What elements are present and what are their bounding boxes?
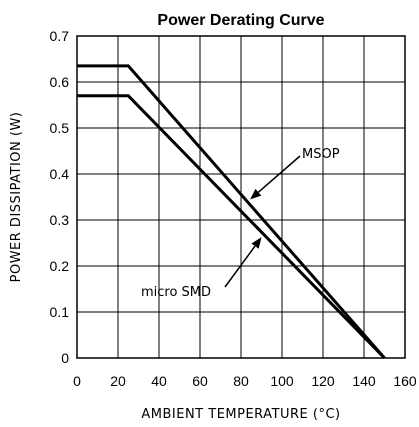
y-tick-label: 0.3: [50, 212, 70, 228]
x-tick-label: 140: [352, 373, 376, 389]
y-tick-label: 0.6: [50, 74, 70, 90]
y-tick-label: 0.1: [50, 304, 70, 320]
msop-arrow: [250, 155, 301, 200]
msop-label: MSOP: [302, 147, 340, 162]
y-tick-label: 0.7: [50, 28, 70, 44]
x-tick-label: 40: [151, 373, 167, 389]
x-tick-label: 80: [233, 373, 249, 389]
micro-smd-arrow: [224, 237, 262, 288]
x-tick-label: 0: [73, 373, 81, 389]
y-tick-labels: 0 0.1 0.2 0.3 0.4 0.5 0.6 0.7: [50, 28, 70, 366]
y-tick-label: 0.5: [50, 120, 70, 136]
x-tick-label: 160: [393, 373, 417, 389]
series-layer: [77, 64, 386, 360]
x-tick-label: 120: [311, 373, 335, 389]
series-line-micro-smd: [77, 94, 386, 360]
annotations: MSOP micro SMD: [141, 147, 340, 300]
plot-frame: [76, 35, 406, 359]
series-line-msop: [77, 64, 386, 359]
micro-smd-label: micro SMD: [141, 285, 211, 300]
x-tick-labels: 0 20 40 60 80 100 120 140 160: [73, 373, 417, 389]
x-tick-label: 100: [270, 373, 294, 389]
x-axis-label: AMBIENT TEMPERATURE (°C): [141, 407, 340, 422]
chart-title: Power Derating Curve: [157, 12, 324, 29]
x-tick-label: 20: [110, 373, 126, 389]
y-tick-label: 0.4: [50, 166, 70, 182]
y-axis-label: POWER DISSIPATION (W): [9, 112, 24, 283]
y-tick-label: 0: [61, 350, 69, 366]
grid: [76, 35, 406, 359]
x-tick-label: 60: [192, 373, 208, 389]
y-tick-label: 0.2: [50, 258, 70, 274]
